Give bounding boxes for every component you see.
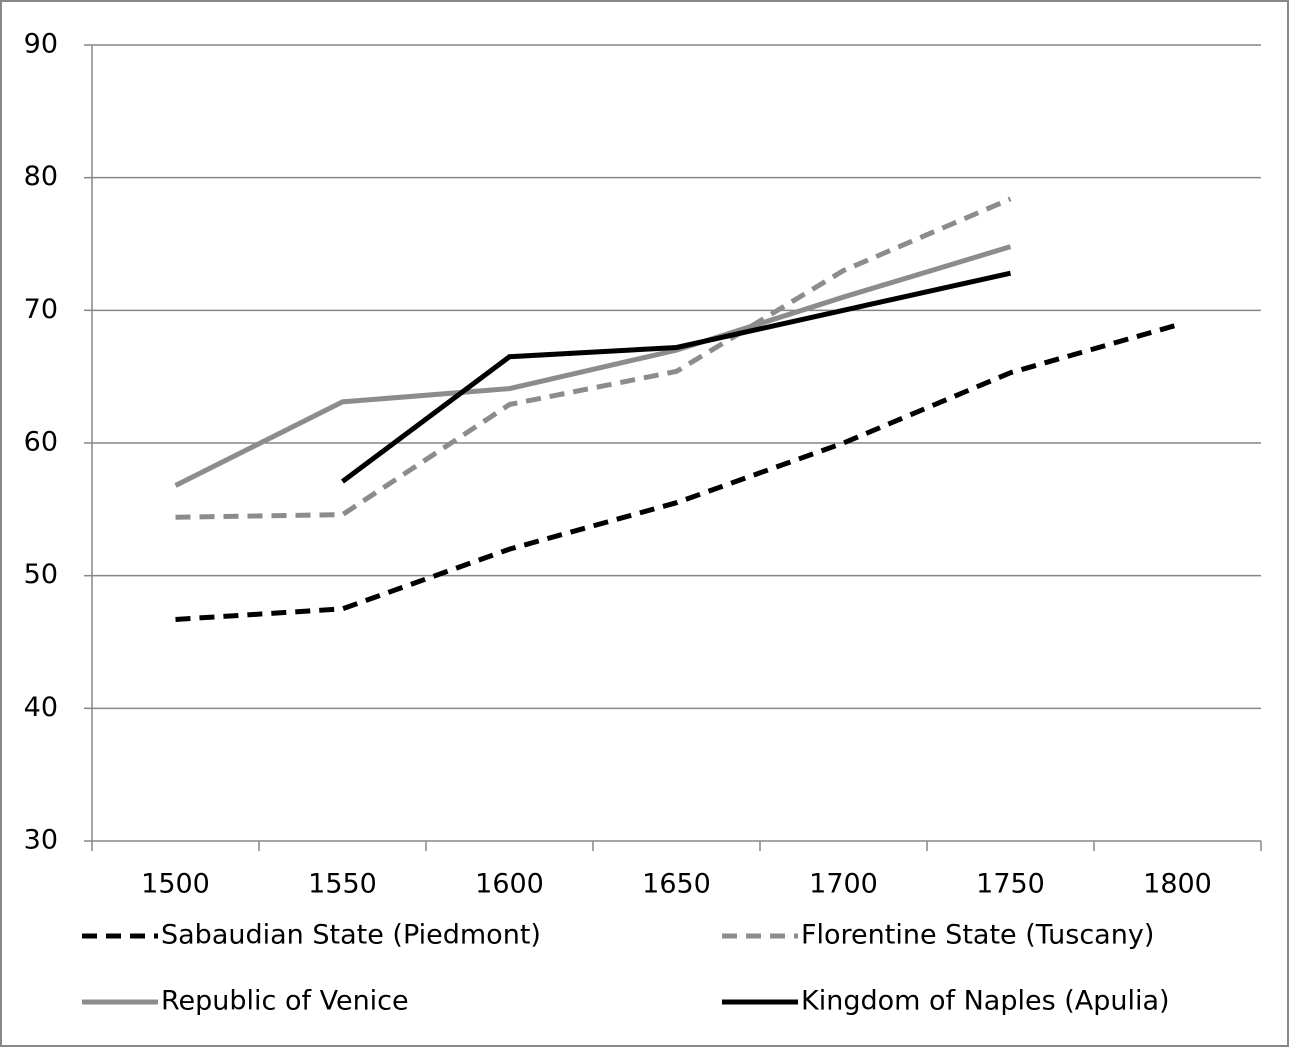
y-tick-label: 90 (24, 29, 58, 60)
legend-label: Republic of Venice (161, 986, 409, 1017)
legend-label: Florentine State (Tuscany) (801, 920, 1154, 951)
x-tick-label: 1500 (141, 869, 210, 900)
x-tick-label: 1600 (475, 869, 544, 900)
y-tick-label: 50 (24, 559, 58, 590)
y-tick-label: 70 (24, 294, 58, 325)
x-tick-label: 1750 (976, 869, 1045, 900)
y-tick-label: 40 (24, 692, 58, 723)
line (175, 322, 1179, 622)
legend-label: Sabaudian State (Piedmont) (161, 920, 541, 951)
line (174, 244, 1012, 488)
line (341, 270, 1012, 484)
x-tick-label: 1700 (809, 869, 878, 900)
y-tick-label: 80 (24, 161, 58, 192)
x-tick-label: 1550 (308, 869, 377, 900)
y-tick-label: 30 (24, 825, 58, 856)
legend-label: Kingdom of Naples (Apulia) (801, 986, 1170, 1017)
x-tick-label: 1650 (642, 869, 711, 900)
y-tick-label: 60 (24, 427, 58, 458)
x-tick-label: 1800 (1143, 869, 1212, 900)
